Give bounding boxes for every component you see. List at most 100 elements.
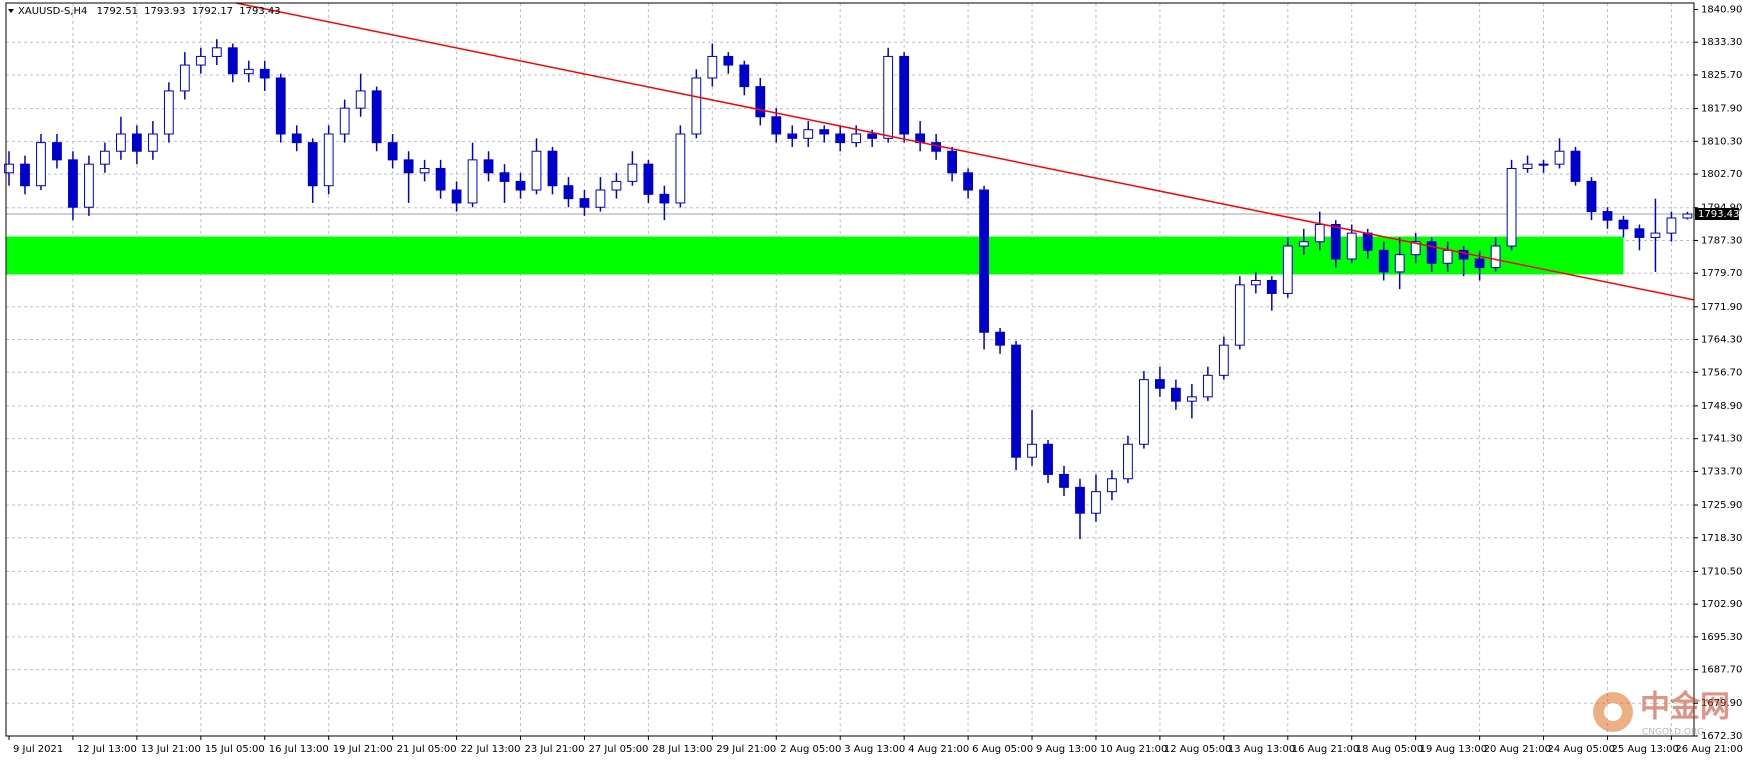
x-tick-label: 26 Aug 21:00 bbox=[1675, 744, 1742, 755]
candle-body bbox=[291, 133, 302, 144]
candle-body bbox=[627, 163, 638, 182]
last-low: 1792.17 bbox=[192, 6, 233, 17]
candle-body bbox=[84, 163, 94, 208]
candle-body bbox=[1682, 213, 1693, 219]
y-tick-label: 1771.90 bbox=[1701, 302, 1742, 313]
watermark: 中金网 CNGOLD.ORG bbox=[1593, 690, 1730, 738]
x-tick-label: 18 Aug 05:00 bbox=[1356, 744, 1423, 755]
y-tick-label: 1810.30 bbox=[1701, 136, 1742, 147]
candle-body bbox=[1522, 163, 1533, 169]
plot bbox=[4, 2, 1695, 540]
candle-body bbox=[131, 133, 142, 152]
watermark-name: 中金网 bbox=[1640, 690, 1730, 725]
x-tick-label: 19 Jul 21:00 bbox=[333, 744, 393, 755]
candle-body bbox=[1362, 232, 1373, 251]
x-tick-label: 16 Jul 13:00 bbox=[269, 744, 329, 755]
plot-frame bbox=[5, 2, 1695, 737]
x-tick-label: 12 Jul 13:00 bbox=[77, 744, 137, 755]
x-tick-label: 4 Aug 21:00 bbox=[908, 744, 969, 755]
candle-body bbox=[739, 64, 750, 88]
candle-body bbox=[531, 150, 542, 191]
candle-body bbox=[227, 47, 238, 75]
candle-body bbox=[1650, 232, 1661, 238]
candle-body bbox=[963, 172, 973, 191]
candle-body bbox=[1298, 241, 1309, 247]
y-tick-label: 1672.30 bbox=[1701, 731, 1742, 742]
x-tick-label: 15 Jul 05:00 bbox=[205, 744, 265, 755]
y-tick-label: 1733.70 bbox=[1701, 466, 1742, 477]
x-tick-label: 19 Aug 13:00 bbox=[1420, 744, 1487, 755]
x-tick-label: 10 Aug 21:00 bbox=[1100, 744, 1167, 755]
y-tick-label: 1687.70 bbox=[1701, 665, 1742, 676]
candle-body bbox=[1570, 150, 1581, 182]
candle-body bbox=[68, 159, 78, 208]
candle-body bbox=[1234, 284, 1245, 346]
y-tick-label: 1718.30 bbox=[1701, 533, 1742, 544]
candle-body bbox=[1554, 150, 1565, 165]
candle-body bbox=[1075, 486, 1085, 514]
candle-body bbox=[243, 68, 254, 75]
price-box bbox=[1695, 208, 1739, 221]
candle-body bbox=[307, 142, 318, 187]
candle-body bbox=[1602, 211, 1613, 221]
x-tick-label: 22 Jul 13:00 bbox=[461, 744, 521, 755]
x-tick-label: 9 Jul 2021 bbox=[13, 744, 63, 755]
symbol: XAUUSD-S,H4 bbox=[18, 6, 87, 17]
grid bbox=[6, 3, 1694, 736]
candle-body bbox=[1186, 396, 1197, 402]
candle-body bbox=[259, 68, 270, 79]
x-tick-label: 23 Jul 21:00 bbox=[525, 744, 585, 755]
last-high: 1793.93 bbox=[144, 6, 185, 17]
candle-body bbox=[1155, 379, 1165, 389]
menu-arrow[interactable] bbox=[8, 9, 14, 13]
candle-body bbox=[195, 55, 206, 66]
candle-body bbox=[835, 133, 846, 144]
x-tick-label: 3 Aug 13:00 bbox=[844, 744, 905, 755]
candle-body bbox=[52, 142, 62, 161]
watermark-logo-inner bbox=[1604, 703, 1622, 721]
candle-body bbox=[1107, 478, 1117, 493]
candle-body bbox=[1027, 443, 1037, 458]
x-tick-label: 6 Aug 05:00 bbox=[972, 744, 1033, 755]
candle-body bbox=[371, 90, 382, 144]
candle-body bbox=[643, 163, 654, 195]
y-tick-label: 1679.90 bbox=[1701, 698, 1742, 709]
candle-body bbox=[435, 167, 446, 191]
x-tick-label: 13 Aug 13:00 bbox=[1228, 744, 1295, 755]
candle-body bbox=[147, 133, 158, 152]
candle-body bbox=[1266, 280, 1277, 294]
candle-body bbox=[819, 129, 830, 135]
x-tick-label: 9 Aug 13:00 bbox=[1036, 744, 1097, 755]
candle-body bbox=[1634, 228, 1645, 238]
candle-body bbox=[419, 167, 430, 174]
last-close: 1793.43 bbox=[239, 6, 280, 17]
y-tick-label: 1787.30 bbox=[1701, 235, 1742, 246]
candle-body bbox=[787, 133, 798, 139]
x-tick-label: 13 Jul 21:00 bbox=[141, 744, 201, 755]
candle-body bbox=[1618, 219, 1629, 230]
axes: 1840.90 1833.30 1825.70 1817.90 1810.30 1802.… bbox=[8, 4, 1743, 755]
candle-body bbox=[547, 150, 558, 187]
candle-body bbox=[803, 129, 814, 139]
x-tick-label: 27 Jul 05:00 bbox=[588, 744, 648, 755]
x-tick-label: 24 Aug 05:00 bbox=[1548, 744, 1615, 755]
candle-body bbox=[1218, 344, 1229, 376]
candle-body bbox=[163, 90, 174, 135]
candle-body bbox=[1666, 217, 1677, 234]
x-tick-label: 21 Jul 05:00 bbox=[397, 744, 457, 755]
candle-body bbox=[1410, 241, 1421, 256]
candle-body bbox=[611, 180, 622, 191]
x-tick-label: 28 Jul 13:00 bbox=[652, 744, 712, 755]
y-tick-label: 1802.70 bbox=[1701, 169, 1742, 180]
candle-body bbox=[115, 133, 126, 152]
candle-body bbox=[179, 64, 190, 92]
watermark-site: CNGOLD.ORG bbox=[1642, 728, 1704, 738]
candle-body bbox=[883, 55, 894, 139]
candle-body bbox=[355, 90, 366, 109]
price-box-label: 1793.43 bbox=[1698, 209, 1739, 220]
y-tick-label: 1764.30 bbox=[1701, 335, 1742, 346]
candle-body bbox=[20, 163, 30, 187]
candle-body bbox=[1394, 254, 1405, 273]
candle-body bbox=[723, 55, 734, 66]
